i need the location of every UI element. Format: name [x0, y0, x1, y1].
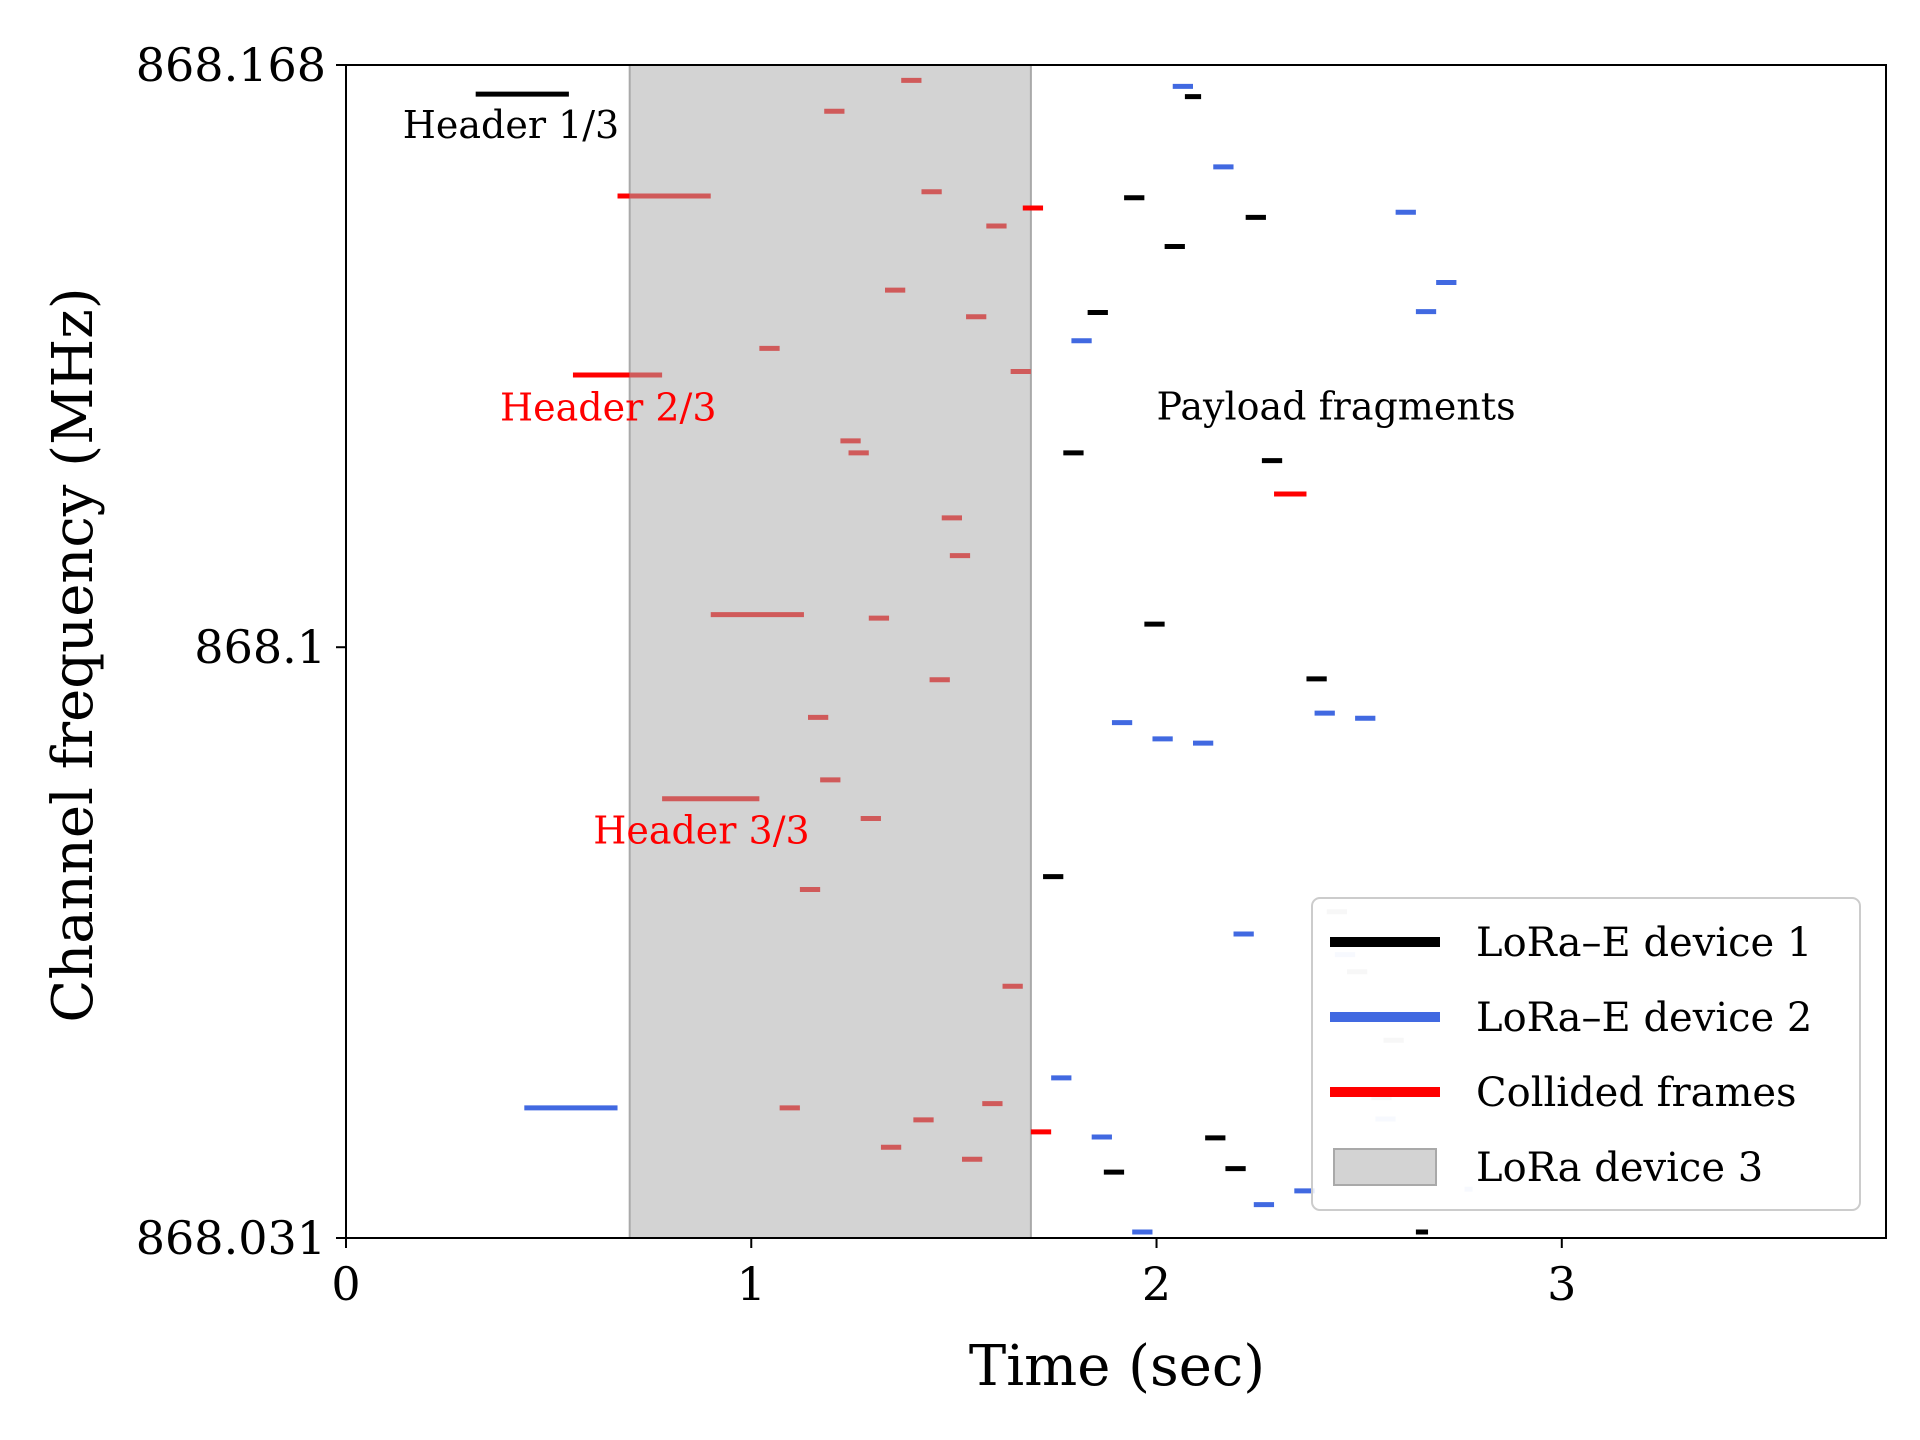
- series-device1_payload: [1043, 94, 1429, 1235]
- annotation-0: Header 1/3: [403, 103, 619, 147]
- legend: LoRa–E device 1 LoRa–E device 2 Collided f…: [1311, 897, 1861, 1211]
- legend-label-0: LoRa–E device 1: [1476, 920, 1812, 966]
- legend-label-3: LoRa device 3: [1476, 1145, 1763, 1191]
- legend-label-2: Collided frames: [1476, 1070, 1797, 1116]
- annotation-2: Header 3/3: [593, 808, 810, 852]
- x-tick-label-3: 3: [1547, 1257, 1576, 1311]
- y-tick-label-2: 868.168: [136, 38, 326, 92]
- legend-label-1: LoRa–E device 2: [1476, 995, 1812, 1041]
- x-tick-label-1: 1: [737, 1257, 766, 1311]
- axes-border: [345, 64, 1887, 1239]
- y-tick-label-0: 868.031: [136, 1211, 326, 1265]
- y-tick-label-1: 868.1: [194, 620, 326, 674]
- x-axis-title: Time (sec): [969, 1334, 1265, 1399]
- legend-swatch-3: [1333, 1148, 1437, 1186]
- device3-shaded-band: [628, 65, 1032, 1238]
- series-collided_faded: [629, 77, 1031, 1162]
- y-axis-title: Channel frequency (MHz): [41, 287, 106, 1022]
- x-tick-label-0: 0: [331, 1257, 360, 1311]
- annotation-1: Header 2/3: [500, 385, 717, 429]
- device3-band-fill: [629, 65, 1031, 1238]
- legend-box: [1311, 897, 1861, 1211]
- axis-ticks: 0 1 2 3 868.031 868.1 868.168: [136, 38, 1577, 1311]
- annotations: Header 1/3 Header 2/3 Header 3/3 Payload fr…: [403, 103, 1516, 853]
- x-tick-label-2: 2: [1142, 1257, 1171, 1311]
- annotation-3: Payload fragments: [1157, 384, 1516, 428]
- series-collided_solid: [572, 193, 1307, 1135]
- plot-frame: [345, 64, 1887, 1239]
